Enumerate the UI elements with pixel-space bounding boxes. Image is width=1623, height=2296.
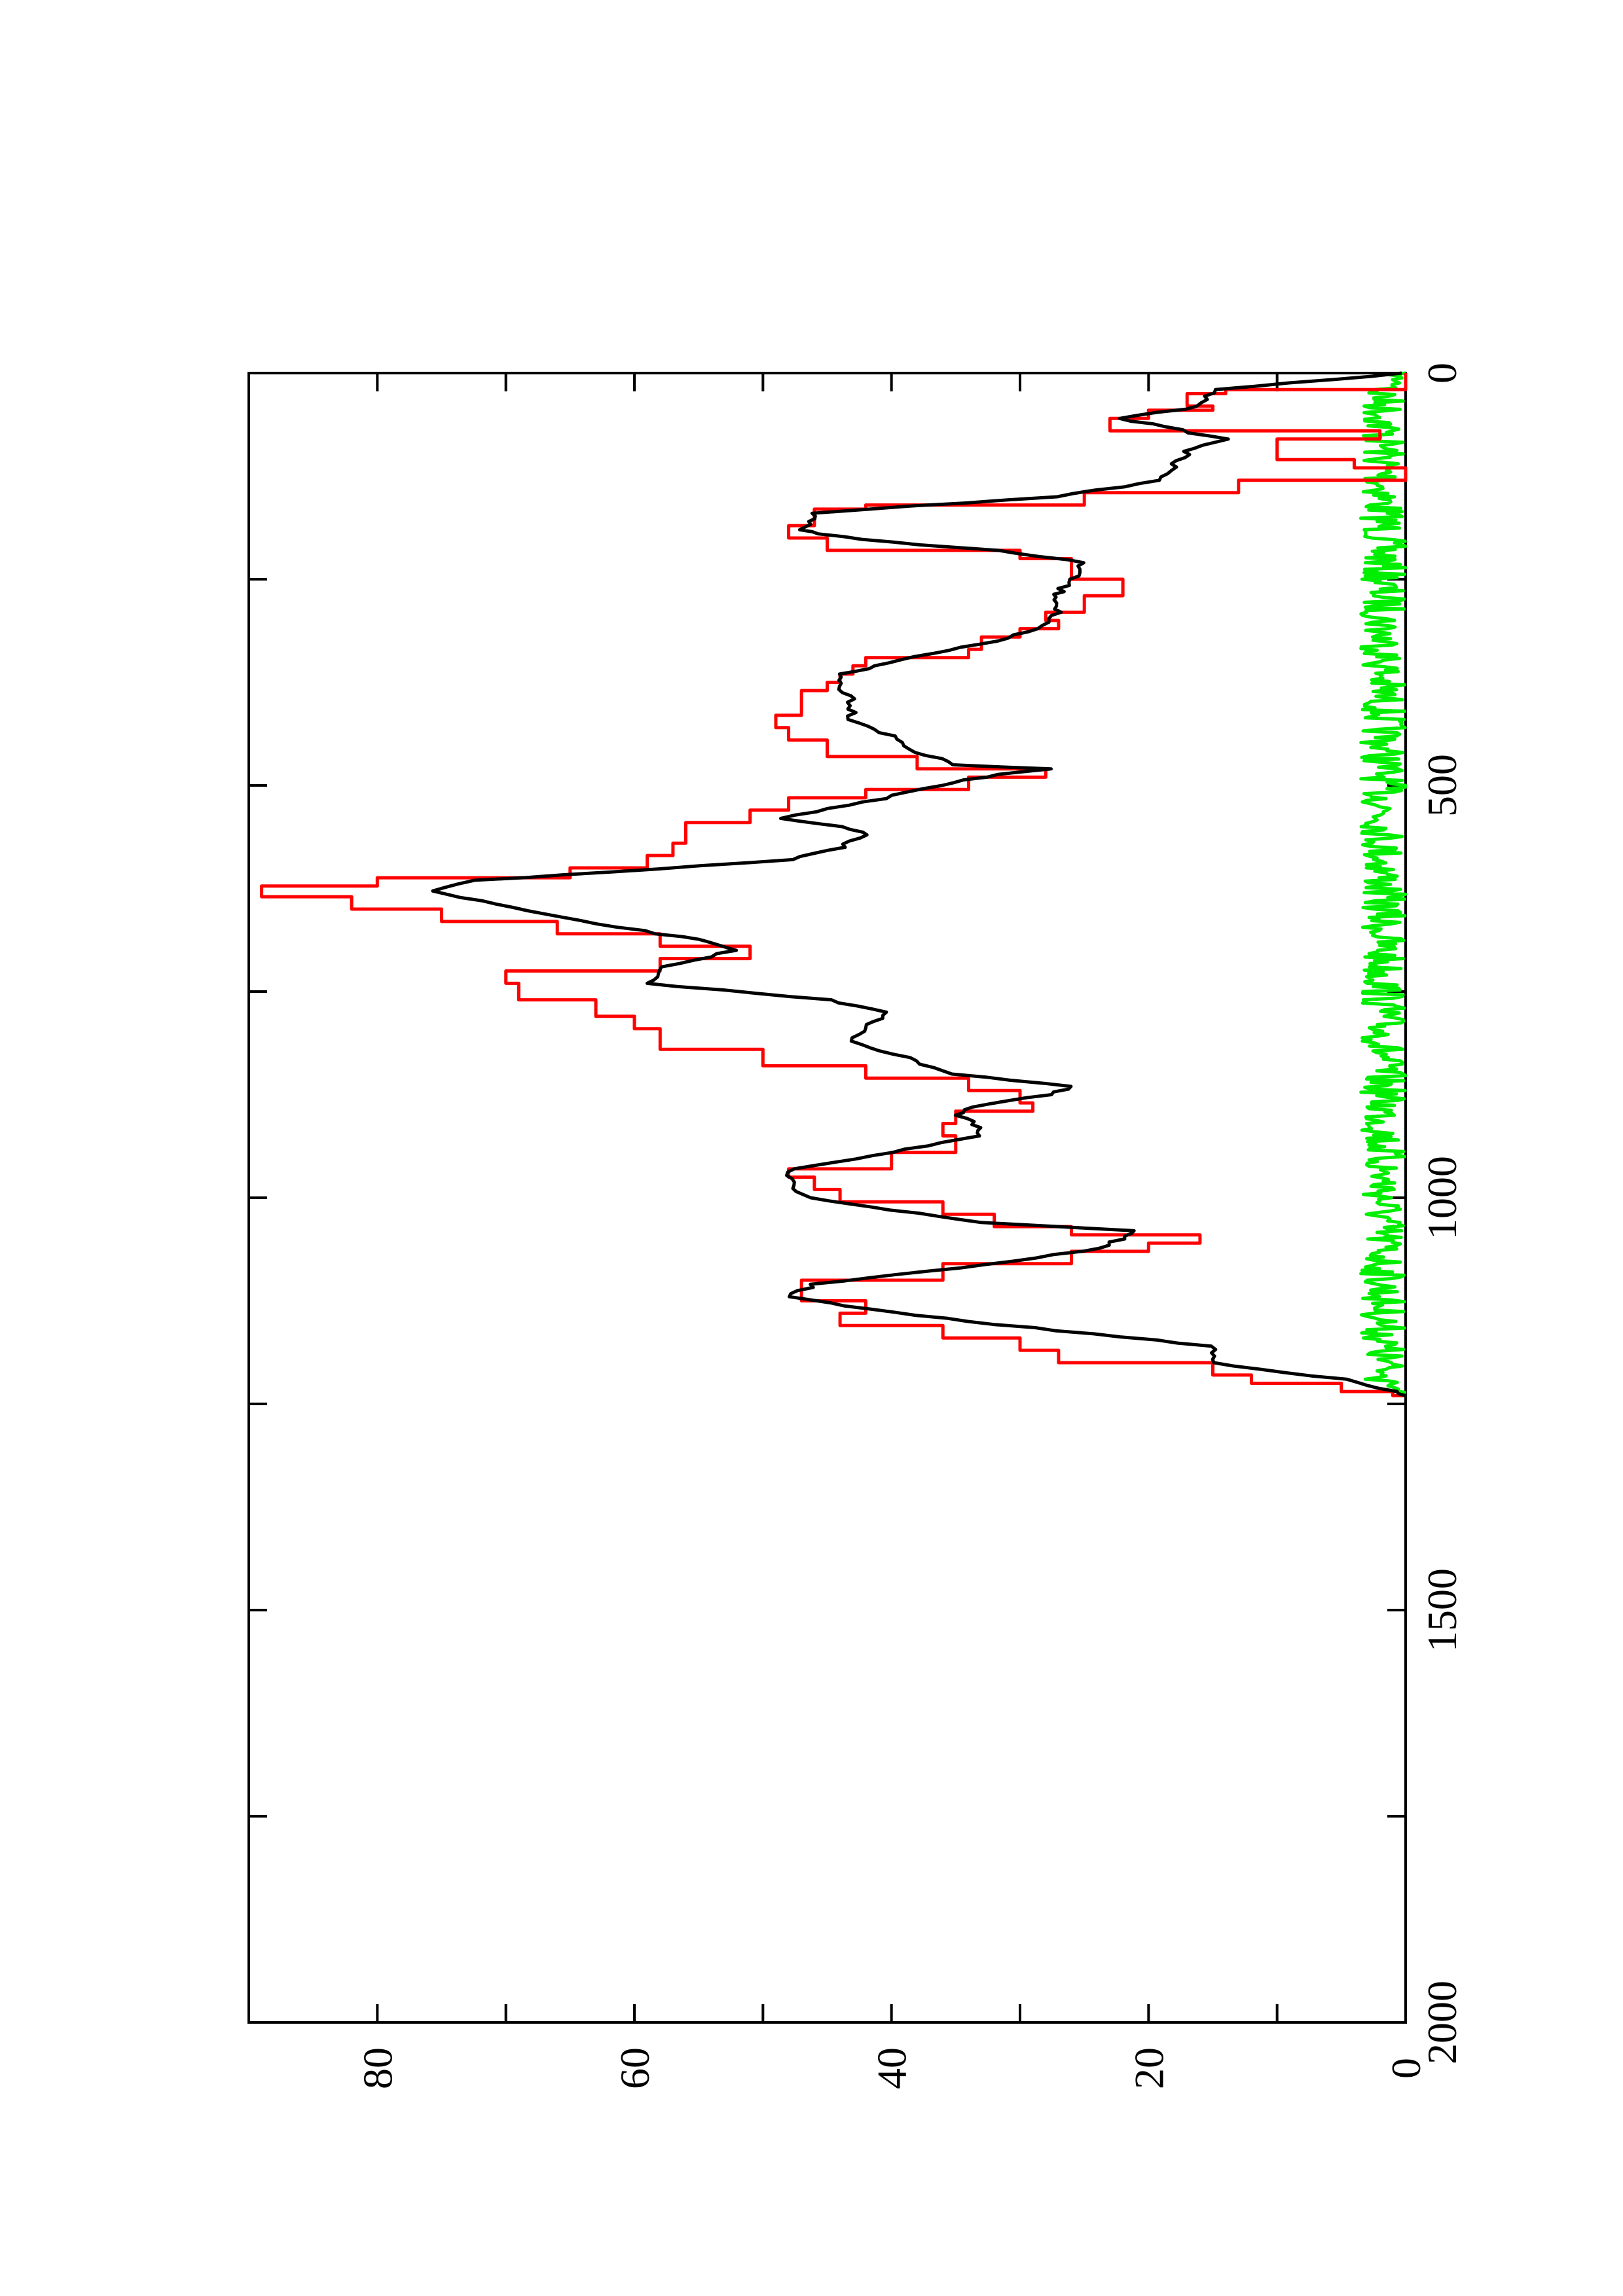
x-tick-label: 2000 <box>1419 1981 1465 2064</box>
y-tick-label: 0 <box>1383 2058 1429 2079</box>
x-tick-label: 0 <box>1419 363 1465 384</box>
y-tick-label: 40 <box>869 2047 915 2089</box>
series-group <box>260 371 1408 1397</box>
x-tick-label: 1000 <box>1419 1156 1465 1240</box>
series-line-green <box>1359 371 1408 1397</box>
y-tick-label: 80 <box>354 2047 401 2089</box>
x-tick-label: 1500 <box>1419 1568 1465 1652</box>
plot-frame <box>247 372 1407 2024</box>
series-line-red <box>260 373 1408 1397</box>
y-tick-label: 20 <box>1125 2047 1172 2089</box>
x-axis: 0 500 1000 1500 2000 <box>249 363 1465 2064</box>
y-axis: 0 20 40 60 80 <box>247 373 1429 2089</box>
y-tick-label: 60 <box>611 2047 658 2089</box>
x-tick-label: 500 <box>1419 754 1465 817</box>
series-line-black <box>431 371 1406 1397</box>
